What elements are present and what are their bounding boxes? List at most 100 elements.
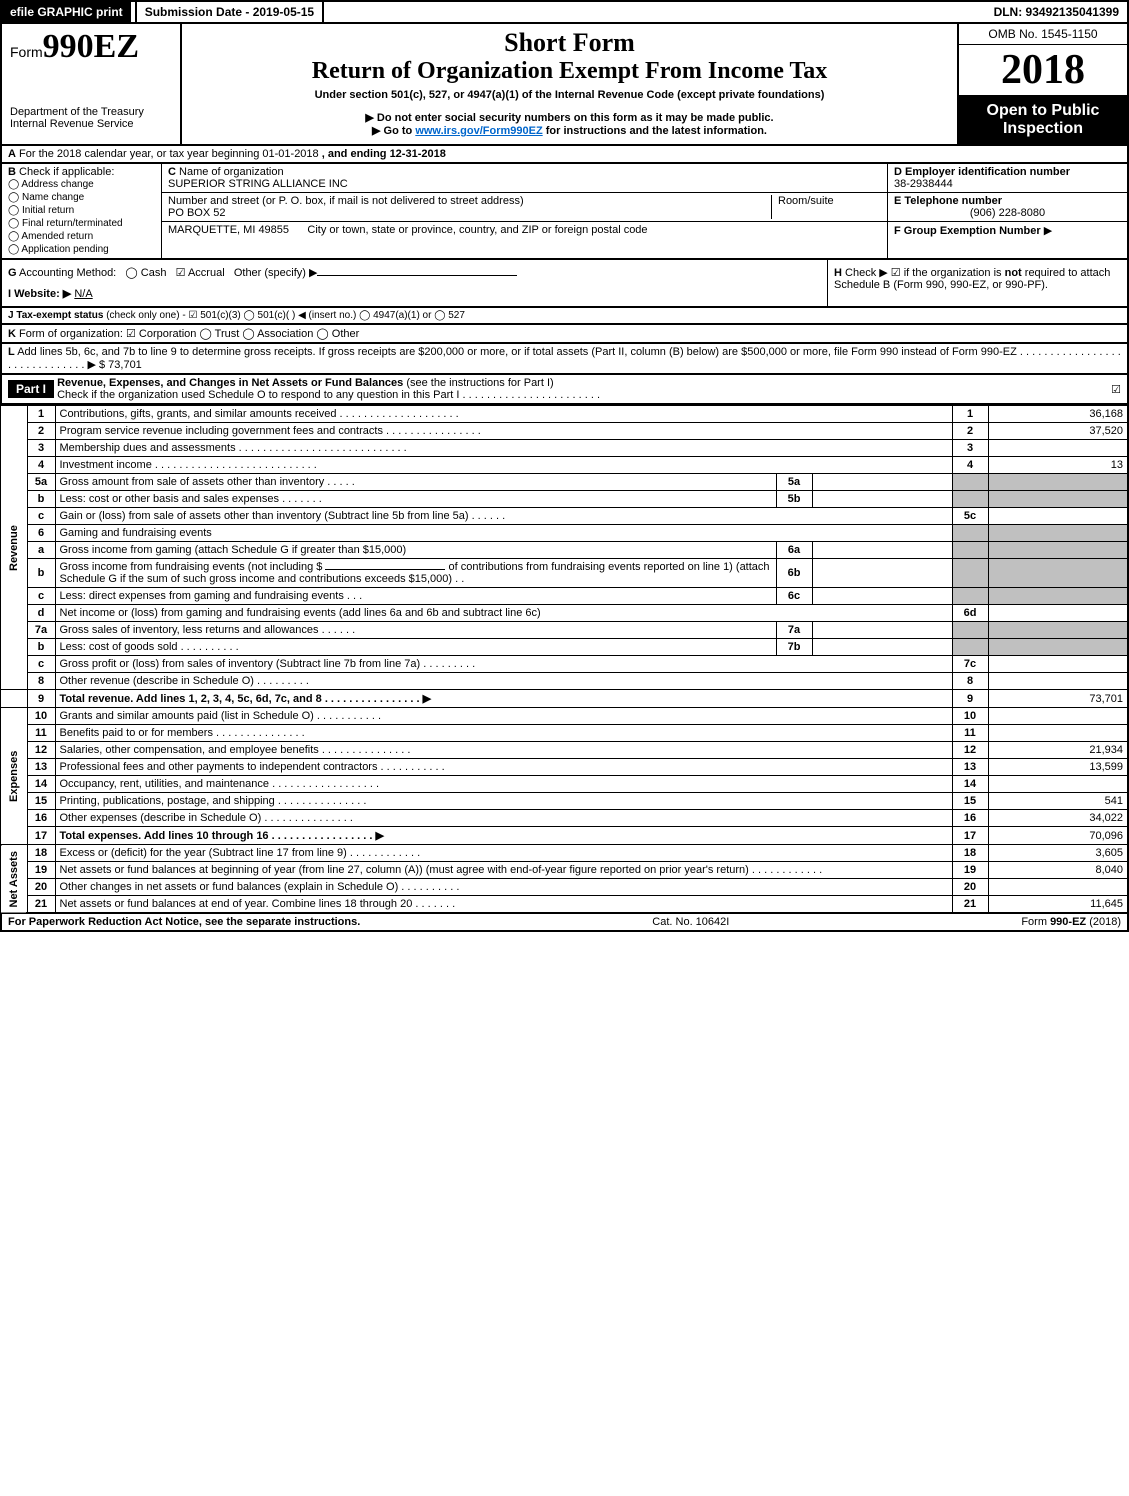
top-bar: efile GRAPHIC print Submission Date - 20… xyxy=(0,0,1129,24)
dept-treasury: Department of the Treasury xyxy=(10,106,172,118)
k-opts[interactable]: ☑ Corporation ◯ Trust ◯ Association ◯ Ot… xyxy=(126,328,359,340)
k-text: Form of organization: xyxy=(19,328,123,340)
label-h: H xyxy=(834,267,842,279)
efile-print-button[interactable]: efile GRAPHIC print xyxy=(2,2,131,22)
line-val xyxy=(988,776,1128,793)
part1-check: Check if the organization used Schedule … xyxy=(57,389,600,401)
g-other[interactable]: Other (specify) ▶ xyxy=(234,267,318,279)
col-b: B Check if applicable: ◯ Address change … xyxy=(2,164,162,258)
f-arrow: ▶ xyxy=(1044,225,1052,237)
line-num: b xyxy=(27,491,55,508)
line-6b-blank[interactable] xyxy=(325,569,445,570)
chk-final-return[interactable]: ◯ Final return/terminated xyxy=(8,217,155,230)
line-desc: Less: cost or other basis and sales expe… xyxy=(55,491,776,508)
line-num: 3 xyxy=(27,440,55,457)
header-right: OMB No. 1545-1150 2018 Open to Public In… xyxy=(957,24,1127,144)
line-15: 15 Printing, publications, postage, and … xyxy=(1,793,1128,810)
return-title: Return of Organization Exempt From Incom… xyxy=(190,58,949,85)
h-text1: Check ▶ xyxy=(845,267,891,279)
footer: For Paperwork Reduction Act Notice, see … xyxy=(0,914,1129,932)
tax-year: 2018 xyxy=(959,45,1127,96)
line-val: 21,934 xyxy=(988,742,1128,759)
line-rnum xyxy=(952,622,988,639)
line-val xyxy=(988,622,1128,639)
line-innum: 6b xyxy=(776,559,812,588)
line-desc: Gross sales of inventory, less returns a… xyxy=(55,622,776,639)
line-6a: a Gross income from gaming (attach Sched… xyxy=(1,542,1128,559)
col-g: G Accounting Method: ◯ Cash ☑ Accrual Ot… xyxy=(2,260,827,306)
header-center: Short Form Return of Organization Exempt… xyxy=(182,24,957,144)
check-if: Check if applicable: xyxy=(19,166,114,178)
line-rnum: 10 xyxy=(952,708,988,725)
line-desc: Gross amount from sale of assets other t… xyxy=(55,474,776,491)
label-b: B xyxy=(8,166,16,178)
telephone: (906) 228-8080 xyxy=(894,207,1121,219)
line-inval xyxy=(812,559,952,588)
g-text: Accounting Method: xyxy=(19,267,116,279)
chk-address-change[interactable]: ◯ Address change xyxy=(8,178,155,191)
line-16: 16 Other expenses (describe in Schedule … xyxy=(1,810,1128,827)
line-val: 70,096 xyxy=(988,827,1128,845)
line-rnum: 20 xyxy=(952,879,988,896)
c-city: MARQUETTE, MI 49855 City or town, state … xyxy=(162,222,887,238)
col-c: C Name of organization SUPERIOR STRING A… xyxy=(162,164,887,258)
row-a: A For the 2018 calendar year, or tax yea… xyxy=(0,146,1129,164)
line-inval xyxy=(812,474,952,491)
line-rnum: 17 xyxy=(952,827,988,845)
line-innum: 7a xyxy=(776,622,812,639)
line-rnum: 16 xyxy=(952,810,988,827)
g-cash[interactable]: Cash xyxy=(141,267,167,279)
top-bar-left: efile GRAPHIC print Submission Date - 20… xyxy=(2,2,324,22)
col-h: H Check ▶ ☑ if the organization is not r… xyxy=(827,260,1127,306)
label-d: D Employer identification number xyxy=(894,166,1070,178)
line-num: b xyxy=(27,559,55,588)
line-val: 11,645 xyxy=(988,896,1128,914)
line-val: 37,520 xyxy=(988,423,1128,440)
line-desc: Gross income from fundraising events (no… xyxy=(55,559,776,588)
line-2: 2 Program service revenue including gove… xyxy=(1,423,1128,440)
website: N/A xyxy=(74,288,92,300)
line-num: 11 xyxy=(27,725,55,742)
org-address: PO BOX 52 xyxy=(168,207,225,219)
chk-name-change[interactable]: ◯ Name change xyxy=(8,191,155,204)
line-val xyxy=(988,605,1128,622)
line-num: 20 xyxy=(27,879,55,896)
line-rnum xyxy=(952,639,988,656)
chk-initial-return[interactable]: ◯ Initial return xyxy=(8,204,155,217)
line-3: 3 Membership dues and assessments . . . … xyxy=(1,440,1128,457)
line-num: 7a xyxy=(27,622,55,639)
line-rnum: 4 xyxy=(952,457,988,474)
open-line2: Inspection xyxy=(1003,120,1083,137)
line-val xyxy=(988,656,1128,673)
irs-link[interactable]: www.irs.gov/Form990EZ xyxy=(415,125,542,137)
part1-desc: Revenue, Expenses, and Changes in Net As… xyxy=(54,377,1111,401)
line-rnum: 6d xyxy=(952,605,988,622)
line-21: 21 Net assets or fund balances at end of… xyxy=(1,896,1128,914)
line-val xyxy=(988,879,1128,896)
line-val xyxy=(988,542,1128,559)
line-desc: Benefits paid to or for members . . . . … xyxy=(55,725,952,742)
line-desc: Excess or (deficit) for the year (Subtra… xyxy=(55,845,952,862)
line-8: 8 Other revenue (describe in Schedule O)… xyxy=(1,673,1128,690)
lines-table: Revenue 1 Contributions, gifts, grants, … xyxy=(0,405,1129,914)
part1-checkbox[interactable]: ☑ xyxy=(1111,383,1121,396)
line-rnum: 18 xyxy=(952,845,988,862)
label-j: J Tax-exempt status xyxy=(8,310,103,321)
chk-amended-return[interactable]: ◯ Amended return xyxy=(8,230,155,243)
g-accrual[interactable]: Accrual xyxy=(188,267,225,279)
line-desc: Less: direct expenses from gaming and fu… xyxy=(55,588,776,605)
line-val xyxy=(988,525,1128,542)
j-sub: (check only one) - xyxy=(106,310,185,321)
chk-application-pending[interactable]: ◯ Application pending xyxy=(8,243,155,256)
line-1: Revenue 1 Contributions, gifts, grants, … xyxy=(1,406,1128,423)
c-name: C Name of organization SUPERIOR STRING A… xyxy=(162,164,887,193)
goto-pre: ▶ Go to xyxy=(372,125,415,137)
header-left: Form990EZ Department of the Treasury Int… xyxy=(2,24,182,144)
line-innum: 5a xyxy=(776,474,812,491)
line-desc: Printing, publications, postage, and shi… xyxy=(55,793,952,810)
j-opts[interactable]: ☑ 501(c)(3) ◯ 501(c)( ) ◀ (insert no.) ◯… xyxy=(188,310,464,321)
line-num: 15 xyxy=(27,793,55,810)
line-desc: Gross profit or (loss) from sales of inv… xyxy=(55,656,952,673)
g-other-line[interactable] xyxy=(317,275,517,276)
line-rnum xyxy=(952,525,988,542)
